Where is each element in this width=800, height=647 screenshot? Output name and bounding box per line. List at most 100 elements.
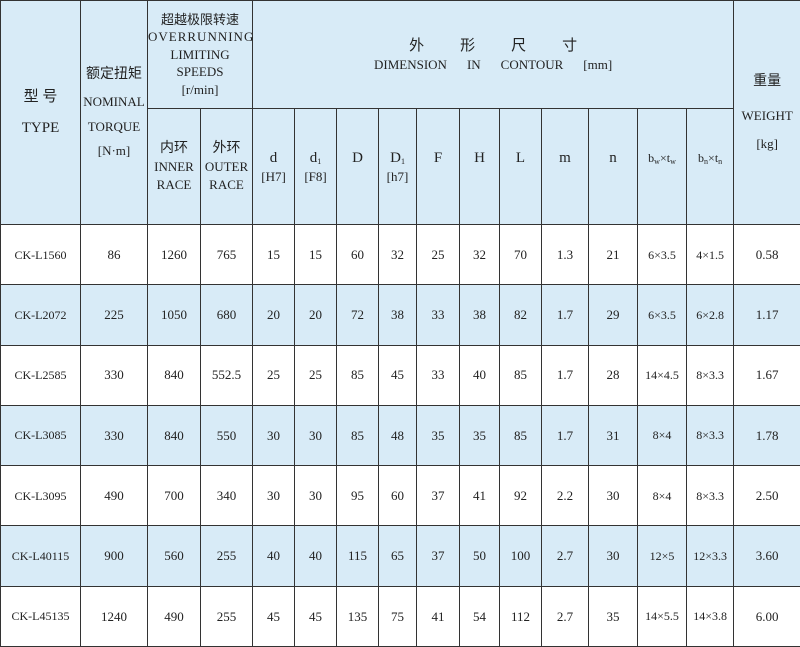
- torque-zh: 额定扭矩: [86, 66, 142, 82]
- table-cell: 65: [378, 525, 418, 587]
- table-cell: 85: [499, 344, 543, 406]
- table-cell: 38: [378, 284, 418, 346]
- torque-en2: TORQUE: [87, 119, 141, 135]
- header-dimension: 外 形 尺 寸 DIMENSION IN CONTOUR [mm]: [252, 0, 735, 109]
- table-cell: 37: [416, 525, 461, 587]
- table-cell: 60: [336, 223, 380, 286]
- table-cell: 115: [336, 525, 380, 587]
- header-n: n: [588, 108, 639, 225]
- cell-type: CK-L2585: [0, 344, 81, 406]
- bw-times: ×: [659, 150, 667, 165]
- table-cell: 14×5.5: [637, 585, 688, 647]
- cell-type: CK-L3085: [0, 404, 81, 467]
- table-cell: 255: [199, 525, 254, 587]
- table-cell: 1.7: [541, 404, 590, 467]
- table-cell: 30: [252, 465, 296, 527]
- table-cell: 50: [459, 525, 501, 587]
- table-cell: 8×4: [637, 465, 688, 527]
- table-cell: 6×2.8: [686, 284, 735, 346]
- table-cell: 45: [378, 344, 418, 406]
- table-cell: 32: [378, 223, 418, 286]
- table-cell: 1.78: [733, 404, 800, 467]
- header-bn-tn: bn×tn: [686, 108, 735, 225]
- L-label: L: [515, 149, 526, 166]
- outer-zh: 外环: [212, 140, 241, 156]
- table-cell: 1.17: [733, 284, 800, 346]
- table-cell: 490: [147, 585, 201, 647]
- table-cell: 680: [199, 284, 254, 346]
- table-cell: 1240: [80, 585, 148, 647]
- table-row: CK-L2072 225 1050 680 20 20 72 38 33 38 82 1.7 29 6×3…: [0, 284, 800, 346]
- n-label: n: [609, 149, 617, 166]
- table-cell: 72: [336, 284, 380, 346]
- table-cell: 25: [416, 223, 461, 286]
- table-cell: 75: [378, 585, 418, 647]
- table-cell: 35: [588, 585, 639, 647]
- table-cell: 550: [199, 404, 254, 467]
- table-cell: 33: [416, 284, 461, 346]
- table-cell: 700: [147, 465, 201, 527]
- header-weight: 重量 WEIGHT [kg]: [733, 0, 800, 225]
- table-cell: 29: [588, 284, 639, 346]
- table-cell: 12×3.3: [686, 525, 735, 587]
- table-cell: 1260: [147, 223, 201, 286]
- table-cell: 92: [499, 465, 543, 527]
- table-cell: 112: [499, 585, 543, 647]
- table-body: CK-L1560 86 1260 765 15 15 60 32 25 32 70 1.3 21 6×3.…: [0, 223, 800, 647]
- torque-en1: NOMINAL: [83, 93, 145, 109]
- table-cell: 2.7: [541, 585, 590, 647]
- table-cell: 490: [80, 465, 148, 527]
- table-cell: 8×3.3: [686, 465, 735, 527]
- m-label: m: [559, 149, 571, 166]
- table-cell: 15: [294, 223, 338, 286]
- dimension-zh: 外形尺寸: [253, 36, 733, 56]
- header-torque: 额定扭矩 NOMINAL TORQUE [N·m]: [80, 0, 148, 225]
- header-D: D: [336, 108, 380, 225]
- table-cell: 14×3.8: [686, 585, 735, 647]
- table-cell: 14×4.5: [637, 344, 688, 406]
- d-label: d: [269, 149, 278, 166]
- dim-en-0: DIMENSION: [374, 56, 447, 72]
- cell-type: CK-L2072: [0, 284, 81, 346]
- table-cell: 20: [294, 284, 338, 346]
- dim-zh-0: 外: [409, 37, 425, 54]
- table-cell: 225: [80, 284, 148, 346]
- table-cell: 560: [147, 525, 201, 587]
- table-cell: 340: [199, 465, 254, 527]
- table-cell: 21: [588, 223, 639, 286]
- d1-tol: [F8]: [304, 168, 327, 184]
- type-zh: 型 号: [23, 89, 58, 106]
- type-en: TYPE: [21, 119, 60, 136]
- table-cell: 85: [499, 404, 543, 467]
- speed-unit: [r/min]: [181, 81, 219, 97]
- table-cell: 25: [294, 344, 338, 406]
- table-cell: 28: [588, 344, 639, 406]
- table-cell: 15: [252, 223, 296, 286]
- header-bw-tw: bw×tw: [637, 108, 688, 225]
- header-L: L: [499, 108, 543, 225]
- table-cell: 1.7: [541, 344, 590, 406]
- table-cell: 37: [416, 465, 461, 527]
- weight-zh: 重量: [753, 73, 782, 89]
- tw-sub: w: [670, 156, 676, 166]
- table-cell: 32: [459, 223, 501, 286]
- bn-label: b: [698, 150, 705, 165]
- D1-tol: [h7]: [386, 168, 409, 184]
- header-D1: D1 [h7]: [378, 108, 418, 225]
- table-cell: 40: [459, 344, 501, 406]
- inner-en1: INNER: [154, 159, 194, 175]
- speed-zh: 超越极限转速: [161, 11, 240, 27]
- table-cell: 8×3.3: [686, 404, 735, 467]
- header-F: F: [416, 108, 461, 225]
- table-cell: 41: [459, 465, 501, 527]
- bn-sub: n: [704, 156, 709, 166]
- table-cell: 31: [588, 404, 639, 467]
- outer-en2: RACE: [209, 176, 244, 192]
- table-cell: 12×5: [637, 525, 688, 587]
- table-row: CK-L3095 490 700 340 30 30 95 60 37 41 92 2.2 30 8×4 8…: [0, 465, 800, 527]
- D1-sub: 1: [400, 156, 405, 166]
- cell-type: CK-L45135: [0, 585, 81, 647]
- tn-label: t: [714, 150, 719, 165]
- outer-en1: OUTER: [204, 159, 249, 175]
